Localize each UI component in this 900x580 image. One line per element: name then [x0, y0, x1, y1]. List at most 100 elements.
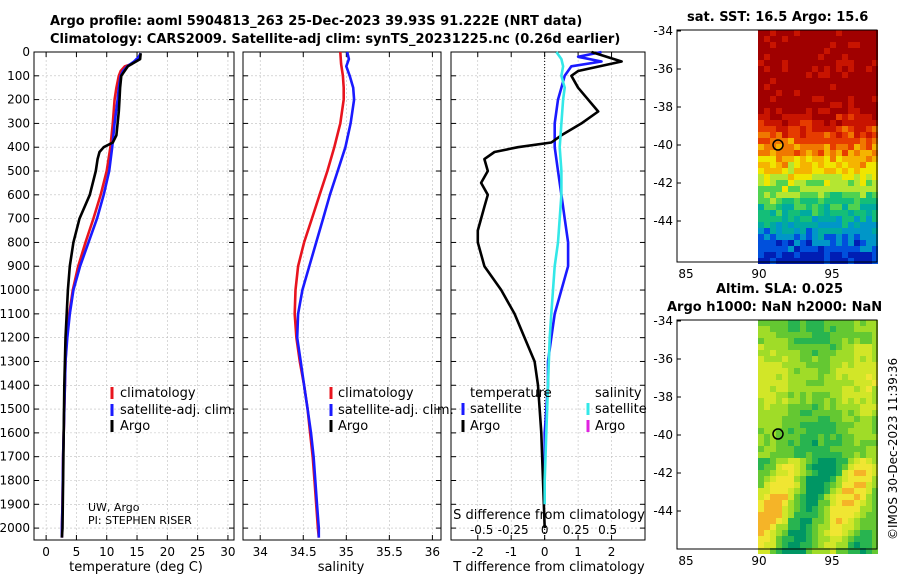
sst-pixel	[860, 156, 866, 162]
sst-pixel	[818, 234, 824, 240]
sla-pixel	[788, 458, 794, 464]
sst-pixel	[872, 150, 878, 156]
sst-lon-label: 90	[751, 267, 766, 281]
sla-pixel	[782, 356, 788, 362]
sla-pixel	[776, 320, 782, 326]
sst-pixel	[776, 156, 782, 162]
y-tick-label: 1100	[0, 307, 30, 321]
sla-pixel	[842, 518, 848, 524]
sst-pixel	[818, 78, 824, 84]
sla-pixel	[764, 344, 770, 350]
sla-pixel	[818, 320, 824, 326]
sla-pixel	[836, 548, 842, 554]
sla-pixel	[782, 434, 788, 440]
sst-pixel	[812, 96, 818, 102]
sla-pixel	[794, 500, 800, 506]
sla-pixel	[794, 362, 800, 368]
sst-pixel	[782, 36, 788, 42]
sst-pixel	[758, 78, 764, 84]
sst-pixel	[872, 252, 878, 258]
sla-pixel	[860, 338, 866, 344]
sst-pixel	[770, 234, 776, 240]
sst-pixel	[818, 210, 824, 216]
sla-pixel	[800, 410, 806, 416]
sla-pixel	[836, 494, 842, 500]
sla-pixel	[848, 320, 854, 326]
sla-pixel	[758, 320, 764, 326]
sla-pixel	[854, 464, 860, 470]
sst-pixel	[806, 144, 812, 150]
sst-pixel	[854, 90, 860, 96]
sla-pixel	[824, 530, 830, 536]
sst-pixel	[782, 54, 788, 60]
sla-pixel	[842, 422, 848, 428]
sla-pixel	[830, 422, 836, 428]
sst-pixel	[836, 90, 842, 96]
sst-pixel	[866, 48, 872, 54]
sst-pixel	[848, 252, 854, 258]
sst-pixel	[782, 228, 788, 234]
sst-pixel	[758, 162, 764, 168]
sst-pixel	[806, 204, 812, 210]
sla-pixel	[776, 500, 782, 506]
sst-pixel	[776, 204, 782, 210]
sst-pixel	[848, 216, 854, 222]
sla-pixel	[806, 452, 812, 458]
sst-pixel	[776, 252, 782, 258]
sla-pixel	[800, 470, 806, 476]
sla-pixel	[764, 518, 770, 524]
sst-pixel	[806, 42, 812, 48]
sla-pixel	[758, 542, 764, 548]
sla-pixel	[788, 512, 794, 518]
sla-pixel	[836, 362, 842, 368]
legend-climatology-label: climatology	[338, 386, 414, 401]
sst-pixel	[848, 240, 854, 246]
sla-pixel	[866, 488, 872, 494]
sla-pixel	[770, 434, 776, 440]
sst-pixel	[794, 258, 800, 264]
sla-pixel	[794, 512, 800, 518]
sst-pixel	[788, 258, 794, 264]
sla-pixel	[818, 512, 824, 518]
y-tick-label: 2000	[0, 521, 30, 535]
sla-pixel	[764, 386, 770, 392]
sla-pixel	[860, 320, 866, 326]
sst-pixel	[824, 144, 830, 150]
sla-pixel	[830, 512, 836, 518]
sla-pixel	[788, 434, 794, 440]
sla-pixel	[782, 482, 788, 488]
sst-pixel	[848, 186, 854, 192]
sst-pixel	[866, 90, 872, 96]
sst-pixel	[836, 120, 842, 126]
sst-pixel	[770, 174, 776, 180]
sla-pixel	[824, 458, 830, 464]
sla-pixel	[860, 344, 866, 350]
sst-pixel	[818, 240, 824, 246]
sst-pixel	[848, 60, 854, 66]
series-satellite-adj-clim-	[295, 51, 356, 538]
sst-pixel	[800, 186, 806, 192]
sst-pixel	[866, 156, 872, 162]
sst-pixel	[860, 30, 866, 36]
sla-pixel	[782, 524, 788, 530]
sst-pixel	[788, 216, 794, 222]
sla-pixel	[836, 488, 842, 494]
sla-map-title-2: Argo h1000: NaN h2000: NaN	[667, 300, 883, 315]
sst-pixel	[866, 132, 872, 138]
sst-pixel	[818, 120, 824, 126]
sla-pixel	[854, 356, 860, 362]
sla-pixel	[806, 488, 812, 494]
sst-pixel	[854, 54, 860, 60]
sla-pixel	[758, 440, 764, 446]
sst-pixel	[818, 30, 824, 36]
sla-pixel	[788, 386, 794, 392]
sla-pixel	[872, 374, 878, 380]
sla-pixel	[830, 488, 836, 494]
sla-pixel	[788, 410, 794, 416]
sla-pixel	[770, 530, 776, 536]
sst-pixel	[848, 246, 854, 252]
sla-pixel	[812, 374, 818, 380]
sst-pixel	[800, 180, 806, 186]
sla-pixel	[800, 536, 806, 542]
sst-pixel	[872, 60, 878, 66]
